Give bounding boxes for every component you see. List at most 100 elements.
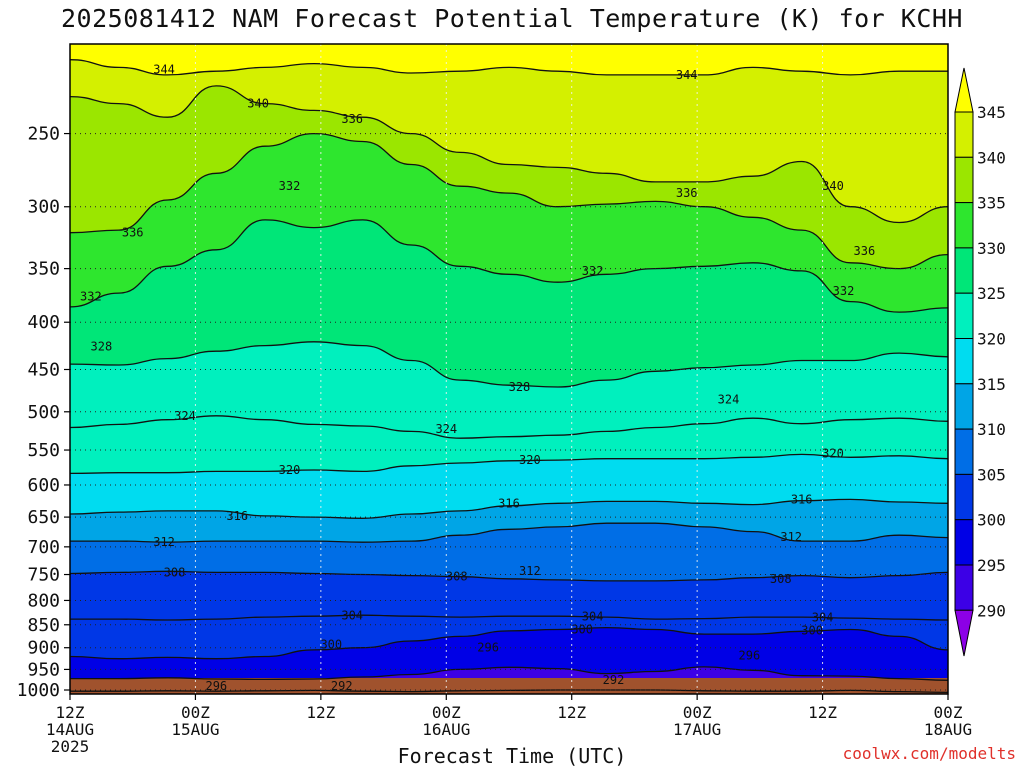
contour-label: 328 (91, 340, 113, 354)
colorbar-label: 340 (977, 148, 1006, 167)
contour-line (70, 570, 948, 582)
y-tick-label: 900 (27, 638, 60, 659)
band-fill (70, 219, 948, 387)
contour-line (70, 626, 948, 660)
y-tick-label: 400 (27, 312, 60, 333)
contour-label: 296 (477, 641, 499, 655)
colorbar-label: 335 (977, 194, 1006, 213)
x-tick-label: 12Z (306, 703, 335, 722)
x-tick-label: 00Z (683, 703, 712, 722)
colorbar-segment (954, 292, 974, 340)
contour-label: 332 (279, 179, 301, 193)
contour-label: 332 (582, 264, 604, 278)
x-tick-label: 15AUG (171, 720, 219, 739)
colorbar-bottom-arrow (954, 609, 974, 657)
x-tick-label: 2025 (51, 737, 90, 756)
contour-label: 300 (571, 622, 593, 636)
contour-label: 316 (226, 509, 248, 523)
credit-text: coolwx.com/modelts (842, 744, 1016, 763)
band-fill (70, 627, 948, 681)
y-tick-label: 300 (27, 197, 60, 218)
colorbar-segment (954, 202, 974, 249)
contour-label: 296 (205, 679, 227, 693)
contour-line (70, 415, 948, 439)
contour-label: 324 (435, 422, 457, 436)
colorbar-label: 345 (977, 103, 1006, 122)
y-tick-label: 600 (27, 475, 60, 496)
contour-labels: 344 344 340 336 336 336 336 340 332 332 332 332 328 3… (80, 62, 875, 693)
band-fill (70, 523, 948, 581)
band-fill (70, 59, 948, 223)
x-tick-label: 14AUG (46, 720, 94, 739)
colorbar-segment (954, 111, 974, 158)
y-tick-label: 950 (27, 659, 60, 680)
contour-label: 316 (791, 492, 813, 506)
x-tick-label: 00Z (934, 703, 963, 722)
colorbar-label: 290 (977, 601, 1006, 620)
contour-label: 304 (341, 609, 363, 623)
x-tick-label: 12Z (808, 703, 837, 722)
colorbar-segment (954, 247, 974, 294)
contour-line (70, 689, 948, 694)
colorbar-segment (954, 383, 974, 430)
x-tick-label: 17AUG (673, 720, 721, 739)
chart-title: 2025081412 NAM Forecast Potential Temper… (61, 4, 963, 33)
band-fill (70, 341, 948, 439)
contour-line (70, 219, 948, 313)
contour-label: 296 (739, 649, 761, 663)
colorbar-segment (954, 156, 974, 204)
y-tick-label: 800 (27, 590, 60, 611)
contour-label: 344 (153, 62, 175, 76)
band-fill (70, 415, 948, 474)
contour-label: 336 (854, 244, 876, 258)
contour-label: 324 (174, 409, 196, 423)
band-fill (70, 454, 948, 519)
band-fill (70, 44, 948, 75)
x-tick-label: 12Z (557, 703, 586, 722)
contour-line (70, 341, 948, 388)
contour-line (70, 85, 948, 224)
y-tick-label: 1000 (17, 680, 60, 701)
colorbar: 345 340 335 330 325 320 315 310 305 300 295 290 (954, 67, 1006, 657)
contour-label: 292 (603, 673, 625, 687)
contour-label: 308 (446, 570, 468, 584)
contour-line (70, 522, 948, 543)
y-tick-label: 250 (27, 124, 60, 145)
contour-label: 332 (833, 284, 855, 298)
contour-label: 324 (718, 393, 740, 407)
contour-label: 292 (331, 679, 353, 693)
contour-label: 336 (122, 226, 144, 240)
contour-label: 336 (341, 112, 363, 126)
contour-line (70, 59, 948, 76)
y-tick-label: 350 (27, 259, 60, 280)
band-fill (70, 85, 948, 269)
y-tick-label: 650 (27, 507, 60, 528)
contour-label: 332 (80, 289, 102, 303)
colorbar-label: 320 (977, 330, 1006, 349)
y-tick-label: 700 (27, 537, 60, 558)
contour-label: 340 (247, 97, 269, 111)
colorbar-segment (954, 473, 974, 521)
y-tick-label: 450 (27, 359, 60, 380)
colorbar-label: 325 (977, 284, 1006, 303)
band-fill (70, 571, 948, 620)
contour-label: 308 (770, 572, 792, 586)
contour-label: 320 (279, 463, 301, 477)
colorbar-segment (954, 428, 974, 475)
potential-temperature-fill (70, 44, 948, 694)
contour-label: 304 (812, 611, 834, 625)
contour-label: 328 (509, 380, 531, 394)
x-tick-label: 18AUG (924, 720, 972, 739)
colorbar-label: 305 (977, 465, 1006, 484)
contour-line (70, 666, 948, 681)
colorbar-top-arrow (954, 67, 974, 113)
x-tick-label: 12Z (56, 703, 85, 722)
colorbar-label: 315 (977, 375, 1006, 394)
band-fill (70, 499, 948, 543)
colorbar-segment (954, 564, 974, 611)
contour-label: 312 (780, 530, 802, 544)
y-tick-label: 750 (27, 565, 60, 586)
y-tick-label: 550 (27, 440, 60, 461)
